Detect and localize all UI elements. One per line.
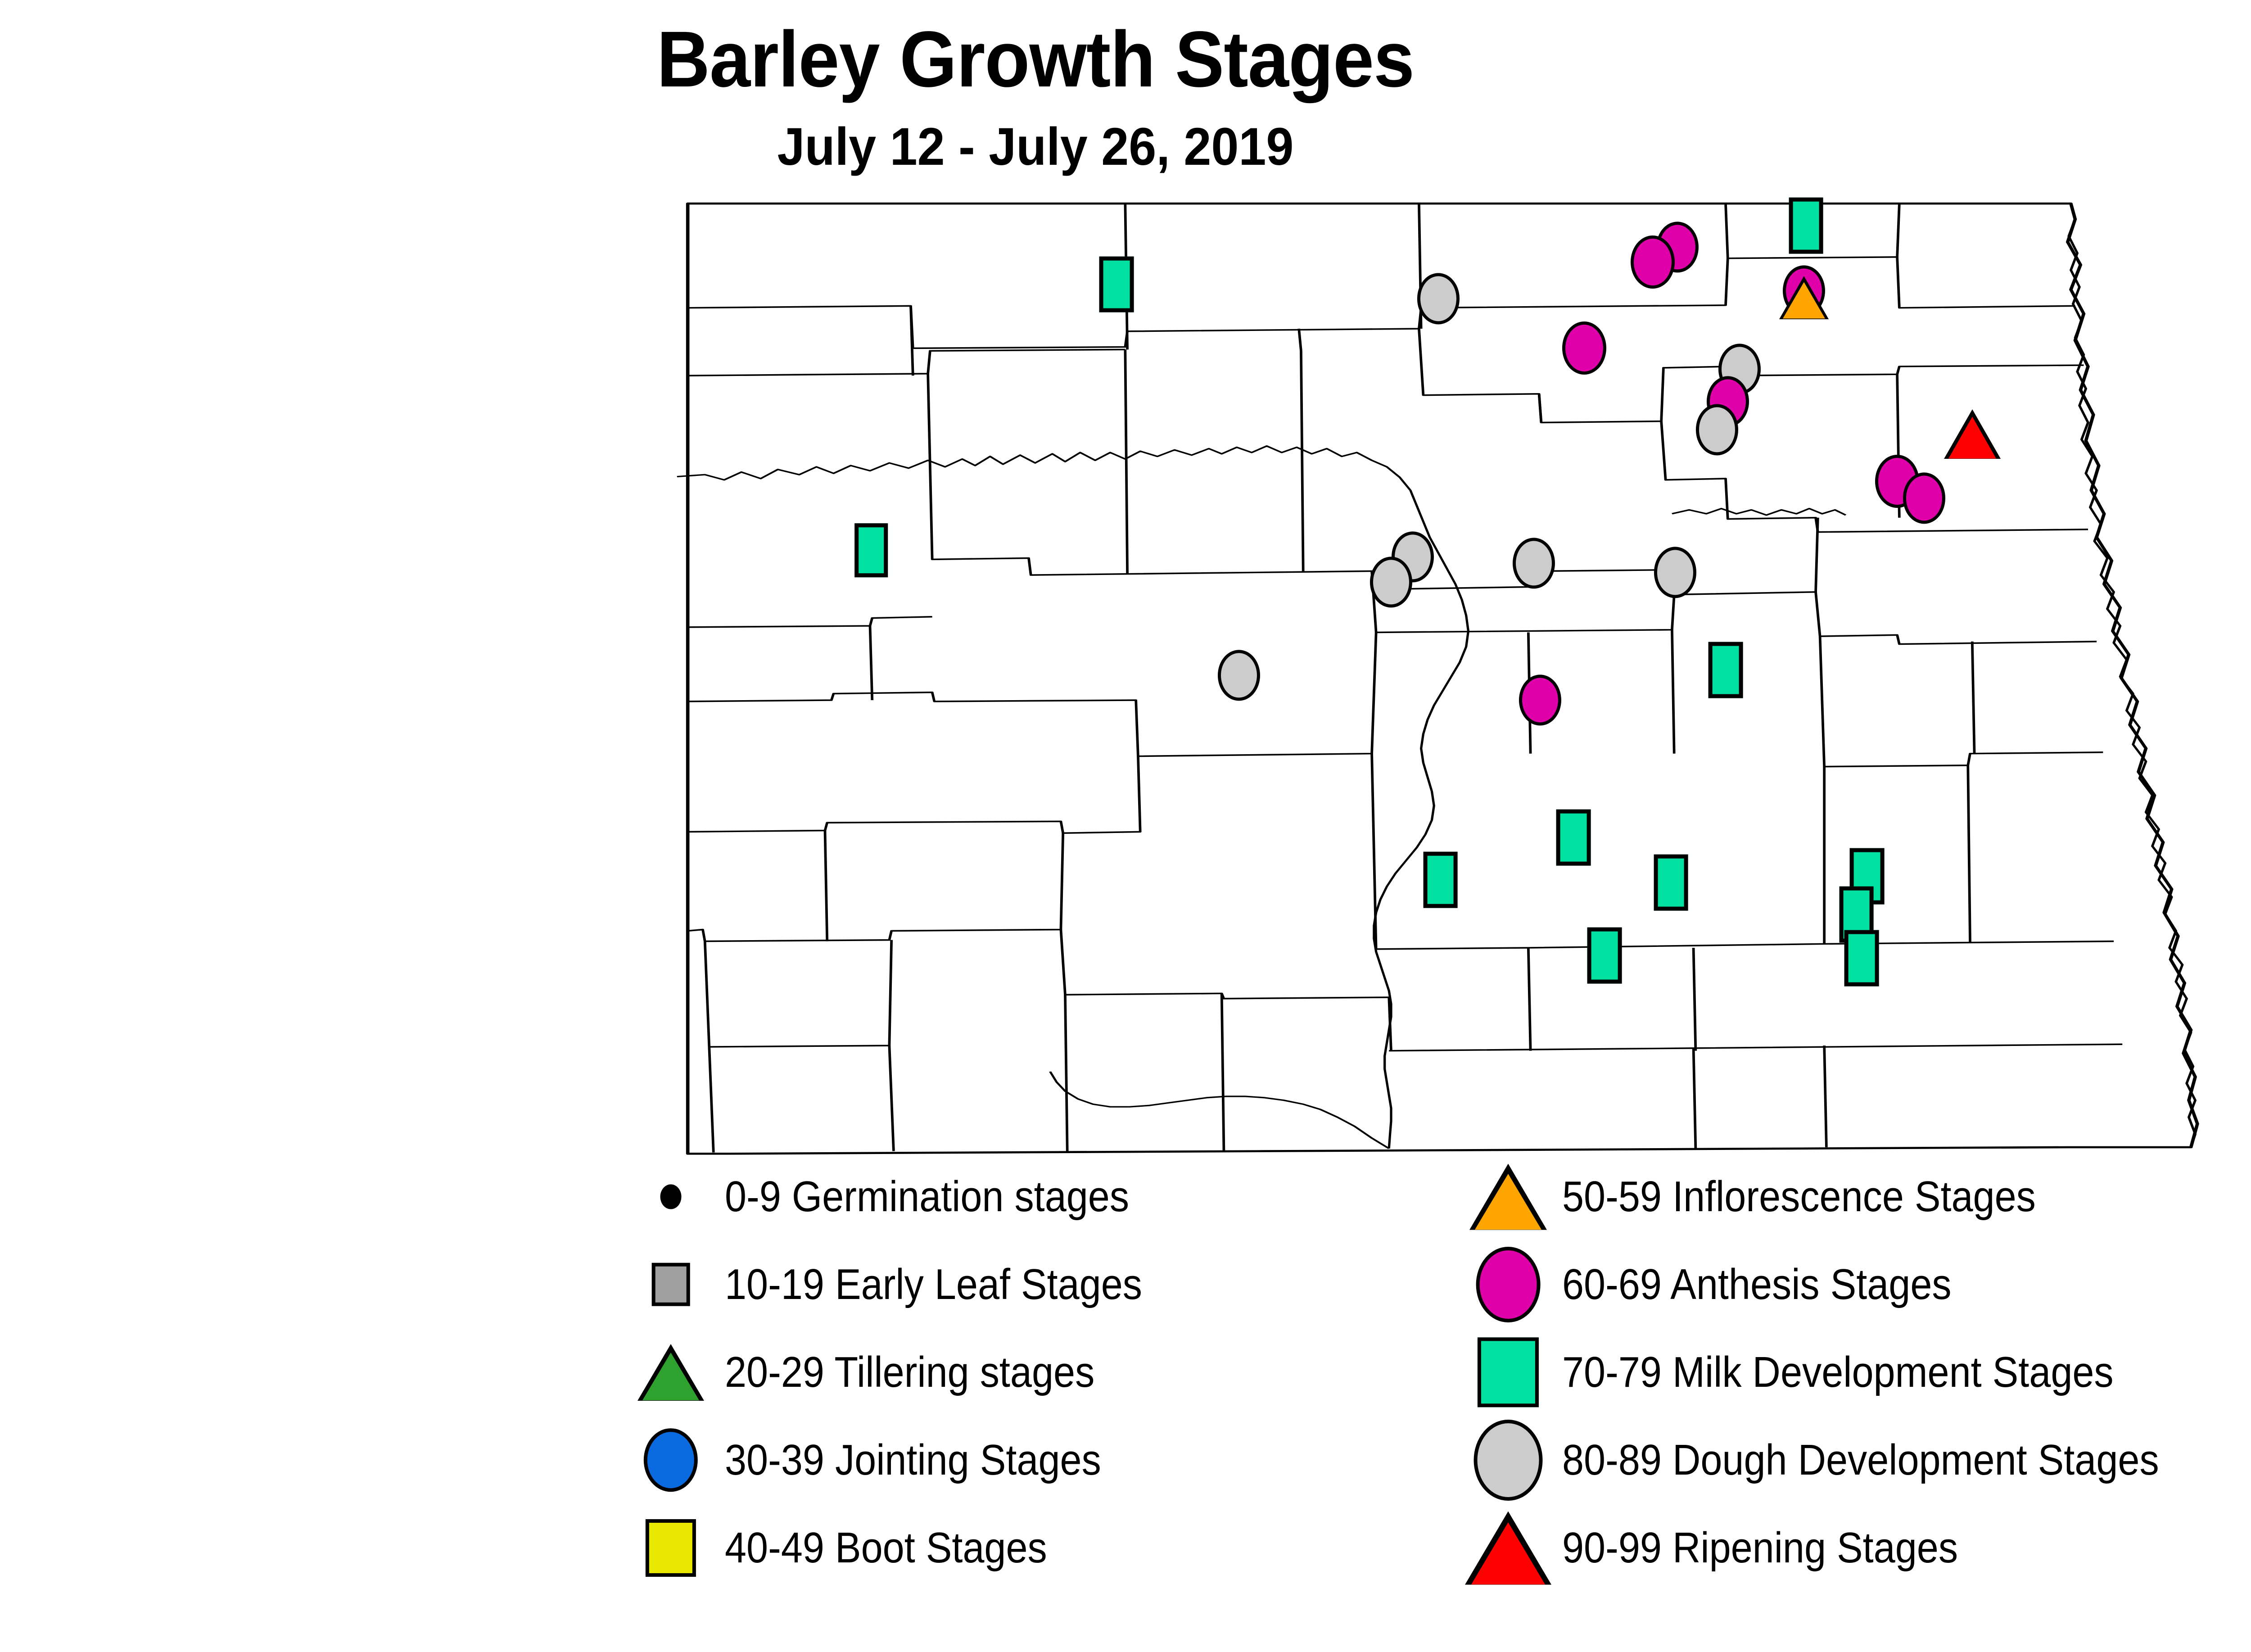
- legend-swatch-germination-circle-icon: [621, 1156, 720, 1237]
- legend-swatch-boot-square-icon: [621, 1507, 720, 1589]
- county-line-v21: [1388, 997, 1392, 1051]
- map-marker-milk-square: [1708, 642, 1743, 698]
- north-dakota-county-map: [621, 180, 2251, 1171]
- county-line-v16: [1064, 995, 1069, 1153]
- legend-label-germination: 0-9 Germination stages: [725, 1172, 1130, 1221]
- legend-row-tillering[interactable]: 20-29 Tillering stages: [621, 1328, 1432, 1416]
- legend-label-jointing: 30-39 Jointing Stages: [725, 1435, 1101, 1484]
- county-line-v18: [868, 625, 874, 701]
- legend-column-left: 0-9 Germination stages 10-19 Early Leaf S…: [621, 1153, 1432, 1592]
- title-block: Barley Growth Stages July 12 - July 26, …: [0, 18, 2071, 175]
- county-line-h17: [1389, 1043, 2123, 1052]
- legend-row-inflorescence[interactable]: 50-59 Inflorescence Stages: [1459, 1153, 2251, 1240]
- legend-row-ripening[interactable]: 90-99 Ripening Stages: [1459, 1504, 2251, 1592]
- county-line-h8: [1814, 592, 2097, 645]
- legend-swatch-early_leaf-square-icon: [621, 1244, 720, 1325]
- legend-row-dough[interactable]: 80-89 Dough Development Stages: [1459, 1416, 2251, 1504]
- map-svg: [677, 202, 2199, 1155]
- county-line-v13: [1527, 947, 1532, 1051]
- county-line-h15: [1059, 929, 1389, 1000]
- map-marker-milk-square: [1789, 197, 1824, 254]
- legend-label-boot: 40-49 Boot Stages: [725, 1523, 1047, 1572]
- map-marker-milk-square: [1423, 852, 1458, 908]
- map-marker-milk-square: [1844, 930, 1879, 987]
- river-tributary: [1049, 1071, 1390, 1149]
- county-line-h14: [687, 833, 1065, 942]
- county-line-v1: [909, 306, 914, 376]
- county-line-h2: [687, 349, 1126, 376]
- marker-layer: [621, 180, 2251, 1171]
- county-line-h6: [687, 616, 932, 628]
- legend-label-dough: 80-89 Dough Development Stages: [1562, 1435, 2159, 1484]
- legend-label-early_leaf: 10-19 Early Leaf Stages: [725, 1260, 1142, 1308]
- county-line-v14: [1692, 947, 1697, 1051]
- county-line-v4: [1724, 204, 1729, 258]
- county-line-v8: [1537, 394, 1543, 423]
- county-line-h12: [1370, 753, 1826, 950]
- county-line-v5: [1896, 204, 1901, 257]
- map-marker-dough-circle: [1654, 547, 1697, 598]
- county-line-v15: [1220, 993, 1225, 1151]
- county-line-v7: [1297, 328, 1305, 571]
- red-river: [2067, 203, 2197, 1148]
- map-marker-milk-square: [1654, 854, 1688, 911]
- county-line-h16: [703, 940, 893, 1048]
- legend-row-anthesis[interactable]: 60-69 Anthesis Stages: [1459, 1240, 2251, 1328]
- map-marker-dough-circle: [1695, 404, 1739, 455]
- county-line-h19: [708, 1046, 715, 1153]
- county-line-v12: [1671, 629, 1676, 754]
- legend-row-milk[interactable]: 70-79 Milk Development Stages: [1459, 1328, 2251, 1416]
- county-line-h7: [1370, 571, 1676, 634]
- county-line-h9: [687, 632, 1378, 757]
- legend-swatch-ripening-triangle-icon: [1459, 1507, 1558, 1589]
- legend-swatch-jointing-circle-icon: [621, 1420, 720, 1501]
- map-marker-anthesis-circle: [1562, 321, 1606, 375]
- legend-row-boot[interactable]: 40-49 Boot Stages: [621, 1504, 1432, 1592]
- legend-swatch-anthesis-circle-icon: [1459, 1244, 1558, 1325]
- legend-label-inflorescence: 50-59 Inflorescence Stages: [1562, 1172, 2036, 1221]
- legend-row-early_leaf[interactable]: 10-19 Early Leaf Stages: [621, 1240, 1432, 1328]
- county-line-h18: [888, 1046, 895, 1151]
- map-marker-dough-circle: [1512, 538, 1555, 589]
- map-marker-anthesis-circle: [1631, 235, 1675, 289]
- map-marker-dough-circle: [1370, 557, 1413, 608]
- legend-swatch-dough-circle-icon: [1459, 1419, 1558, 1501]
- legend-label-ripening: 90-99 Ripening Stages: [1562, 1523, 1958, 1572]
- county-line-h3: [1418, 328, 2084, 424]
- legend-label-tillering: 20-29 Tillering stages: [725, 1348, 1095, 1396]
- devils-lake: [1672, 507, 1847, 516]
- map-marker-milk-square: [1099, 256, 1134, 312]
- county-line-v19: [1823, 1046, 1828, 1147]
- map-marker-milk-square: [1556, 809, 1591, 866]
- county-line-v10: [1966, 765, 1971, 943]
- map-marker-milk-square: [1587, 927, 1622, 984]
- map-marker-anthesis-circle: [1903, 472, 1945, 524]
- legend-swatch-milk-square-icon: [1459, 1332, 1558, 1413]
- map-marker-dough-circle: [1417, 273, 1460, 325]
- legend-label-anthesis: 60-69 Anthesis Stages: [1562, 1260, 1952, 1308]
- legend-column-right: 50-59 Inflorescence Stages 60-69 Anthesis…: [1459, 1153, 2251, 1592]
- county-line-v17: [823, 830, 829, 941]
- legend-swatch-inflorescence-triangle-icon: [1459, 1156, 1558, 1237]
- map-marker-dough-circle: [1217, 650, 1260, 701]
- county-line-v20: [1692, 1048, 1697, 1149]
- legend-row-germination[interactable]: 0-9 Germination stages: [621, 1153, 1432, 1240]
- legend-swatch-tillering-triangle-icon: [621, 1332, 720, 1413]
- page-title: Barley Growth Stages: [656, 15, 1415, 104]
- county-line-v6: [1124, 349, 1129, 574]
- county-line-h5: [927, 373, 1819, 596]
- county-line-v22: [1971, 641, 1976, 754]
- county-line-h11: [687, 756, 1142, 834]
- map-marker-milk-square: [854, 523, 888, 577]
- map-marker-anthesis-circle: [1519, 674, 1562, 726]
- legend: 0-9 Germination stages 10-19 Early Leaf S…: [621, 1153, 2251, 1603]
- legend-row-jointing[interactable]: 30-39 Jointing Stages: [621, 1416, 1432, 1504]
- page-subtitle: July 12 - July 26, 2019: [777, 117, 1294, 177]
- legend-label-milk: 70-79 Milk Development Stages: [1562, 1348, 2114, 1396]
